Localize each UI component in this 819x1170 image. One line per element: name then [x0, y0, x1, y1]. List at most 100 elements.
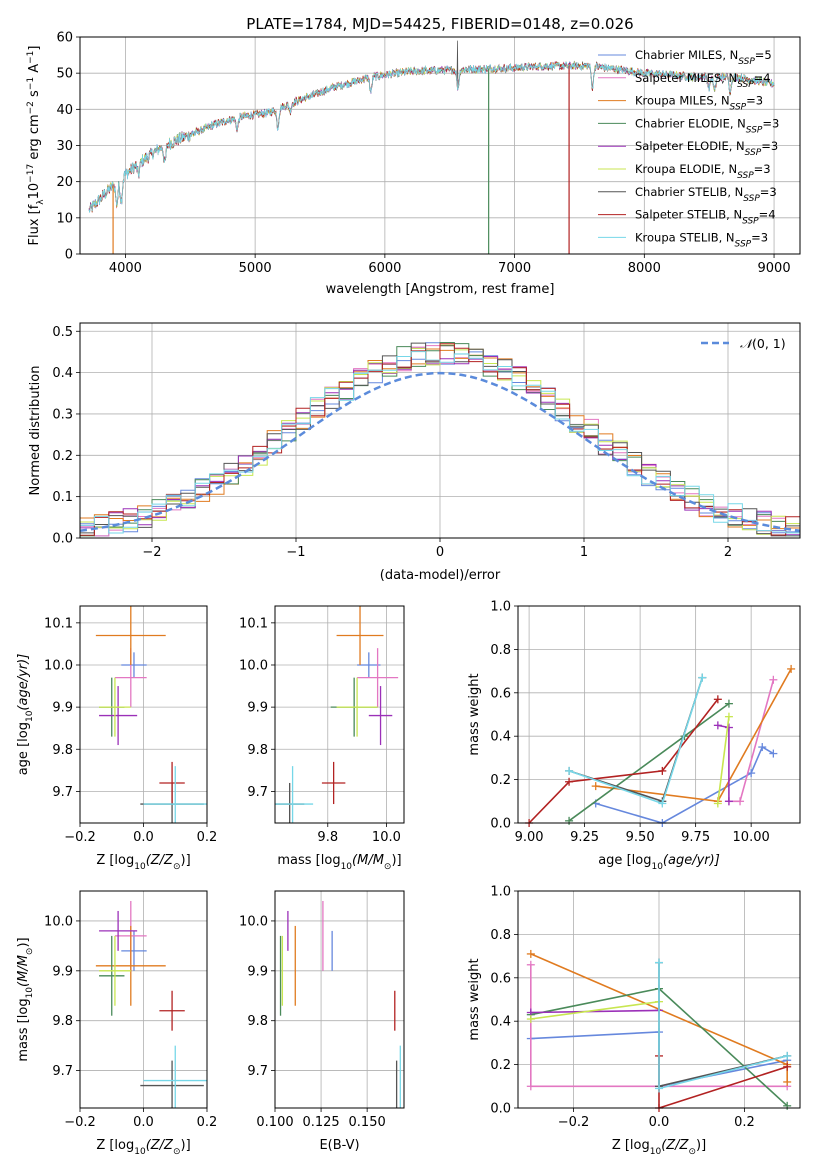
y-tick-label: 9.8 [52, 743, 73, 758]
x-tick-label: 0.150 [349, 1115, 386, 1130]
x-tick-label: 6000 [368, 261, 401, 276]
axes-frame [79, 36, 801, 255]
axes-frame [517, 890, 801, 1109]
y-tick-label: 10.0 [44, 658, 73, 673]
y-tick-label: 0.4 [52, 366, 73, 381]
mass-weight-line-5 [717, 716, 730, 804]
mass-weight-line-8 [568, 677, 704, 805]
y-tick-label: 0.6 [490, 686, 511, 701]
mass-vs-metallicity-panel: −0.2 0.0 0.2 9.7 9.8 9.9 10.0 Z [log10(Z/Z⊙)] ma… [16, 890, 218, 1157]
x-tick-label: 0.0 [649, 1115, 670, 1130]
y-tick-label: 0.3 [52, 407, 73, 422]
x-axis-label: Z [log10(Z/Z⊙)] [96, 853, 190, 872]
y-tick-label: 9.9 [52, 701, 73, 716]
spectrum-line-8 [88, 61, 775, 213]
y-tick-label: 30 [56, 139, 73, 154]
y-tick-label: 10 [56, 211, 73, 226]
mass-weight-vs-age-panel: 9.00 9.25 9.50 9.75 10.00 0.0 0.2 0.4 0.6 0.8 1.0 a… [467, 600, 801, 872]
x-tick-label: −0.2 [64, 1115, 96, 1130]
y-tick-label: 9.9 [52, 964, 73, 979]
y-tick-label: 10.0 [44, 914, 73, 929]
x-axis-label: wavelength [Angstrom, rest frame] [326, 282, 555, 297]
y-tick-label: 0.2 [490, 773, 511, 788]
x-tick-label: 2 [724, 545, 732, 560]
y-axis-label: Normed distribution [28, 366, 43, 496]
legend-entry: Kroupa MILES, NSSP=3 [635, 94, 763, 113]
y-tick-label: 10.1 [44, 616, 73, 631]
x-tick-label: 7000 [498, 261, 531, 276]
x-tick-label: −0.2 [558, 1115, 590, 1130]
x-tick-label: 0.2 [734, 1115, 755, 1130]
y-tick-label: 9.8 [247, 1014, 268, 1029]
y-tick-label: 0.6 [490, 971, 511, 986]
axes-frame [79, 322, 801, 539]
y-tick-label: 1.0 [490, 885, 511, 900]
y-axis-label: mass [log10(M/M⊙)] [16, 937, 35, 1061]
axes-frame [79, 605, 208, 824]
x-tick-label: 8000 [628, 261, 661, 276]
y-tick-label: 0.0 [490, 817, 511, 832]
y-tick-label: 0.1 [52, 490, 73, 505]
x-axis-label: mass [log10(M/M⊙)] [277, 853, 401, 872]
mass-weight-line-8 [658, 962, 788, 1090]
y-tick-label: 0.0 [490, 1102, 511, 1117]
x-tick-label: 9.25 [570, 830, 599, 845]
x-tick-label: 0.2 [197, 830, 218, 845]
mass-weight-line-0 [595, 745, 774, 823]
y-tick-label: 10.0 [239, 914, 268, 929]
axes-frame [274, 890, 405, 1109]
y-tick-label: 9.7 [247, 785, 268, 800]
y-tick-label: 40 [56, 103, 73, 118]
y-tick-label: 0.4 [490, 1015, 511, 1030]
residuals-panel: −2 −1 0 1 2 0.0 0.1 0.2 0.3 0.4 0.5 𝒩(0, 1) (data-mo… [28, 322, 801, 583]
mass-weight-line-7 [528, 698, 719, 823]
y-tick-label: 0.8 [490, 643, 511, 658]
age-vs-mass-panel: 9.8 10.0 9.7 9.8 9.9 10.0 10.1 mass [log10(M/M⊙… [239, 605, 405, 872]
x-tick-label: 9.00 [515, 830, 544, 845]
x-tick-label: 0.100 [256, 1115, 293, 1130]
x-tick-label: 10.00 [733, 830, 770, 845]
x-tick-label: 0.125 [302, 1115, 339, 1130]
y-tick-label: 9.8 [247, 743, 268, 758]
y-tick-label: 9.7 [52, 1064, 73, 1079]
y-tick-label: 0.4 [490, 730, 511, 745]
spectrum-panel: 4000 5000 6000 7000 8000 9000 0 10 20 30 40 50 60 wav… [26, 31, 801, 297]
y-tick-label: 0 [65, 248, 73, 263]
y-tick-label: 9.8 [52, 1014, 73, 1029]
x-tick-label: 0.2 [197, 1115, 218, 1130]
y-tick-label: 0.2 [52, 449, 73, 464]
y-tick-label: 9.7 [52, 785, 73, 800]
y-tick-label: 60 [56, 31, 73, 46]
legend-entry: Chabrier MILES, NSSP=5 [635, 48, 772, 67]
y-axis-label: mass weight [467, 673, 482, 755]
legend-entry: Salpeter STELIB, NSSP=4 [635, 208, 776, 227]
y-tick-label: 10.1 [239, 616, 268, 631]
y-tick-label: 0.5 [52, 325, 73, 340]
mass-weight-vs-metallicity-panel: −0.2 0.0 0.2 0.0 0.2 0.4 0.6 0.8 1.0 Z [log10(Z/Z… [467, 885, 801, 1157]
legend-entry: Salpeter ELODIE, NSSP=3 [635, 139, 778, 158]
legend-entry: Salpeter MILES, NSSP=4 [635, 71, 771, 90]
x-tick-label: 9.50 [626, 830, 655, 845]
x-tick-label: 9.8 [317, 830, 338, 845]
mass-weight-line-5 [530, 1000, 660, 1020]
normal-reference-curve [80, 371, 800, 533]
x-tick-label: 9.75 [681, 830, 710, 845]
y-axis-label: Flux [fλ10−17 erg cm−2 s−1 A−1] [26, 46, 46, 246]
y-tick-label: 10.0 [239, 658, 268, 673]
x-tick-label: −1 [286, 545, 305, 560]
x-axis-label: Z [log10(Z/Z⊙)] [612, 1138, 706, 1157]
residual-histogram-7 [80, 343, 800, 536]
age-vs-metallicity-panel: −0.2 0.0 0.2 9.7 9.8 9.9 10.0 10.1 Z [log10(Z/Z⊙… [16, 605, 218, 872]
y-tick-label: 0.2 [490, 1058, 511, 1073]
y-tick-label: 9.7 [247, 1064, 268, 1079]
mass-weight-line-6 [658, 962, 788, 1088]
y-tick-label: 9.9 [247, 701, 268, 716]
legend-entry: Chabrier ELODIE, NSSP=3 [635, 116, 779, 135]
mass-weight-line-3 [568, 702, 730, 822]
x-tick-label: 10.0 [372, 830, 401, 845]
y-axis-label: mass weight [467, 958, 482, 1040]
y-tick-label: 0.0 [52, 532, 73, 547]
x-tick-label: 4000 [109, 261, 142, 276]
legend-entry: Chabrier STELIB, NSSP=3 [635, 185, 777, 204]
